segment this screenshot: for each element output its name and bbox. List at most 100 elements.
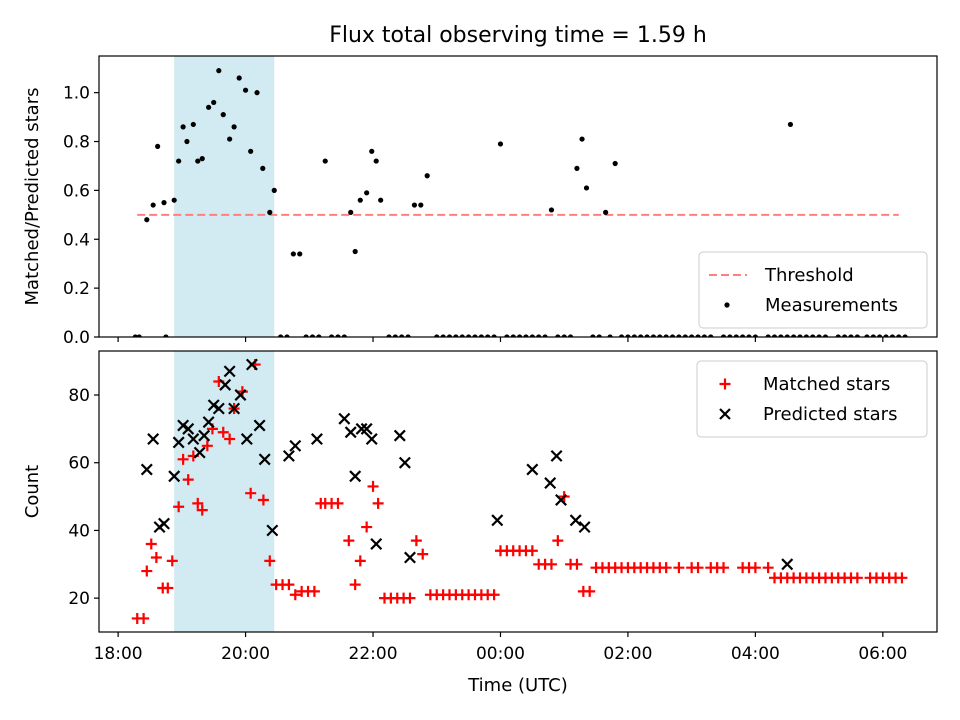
legend-matched-swatch xyxy=(719,378,731,390)
matched-star-point xyxy=(182,474,194,486)
predicted-star-point xyxy=(258,453,271,466)
measurement-point xyxy=(322,158,328,164)
matched-star-point xyxy=(545,558,557,570)
measurement-point xyxy=(669,334,676,337)
measurement-point xyxy=(523,334,529,337)
matched-star-point xyxy=(224,433,236,445)
measurement-point xyxy=(682,334,688,337)
measurement-point xyxy=(797,334,803,337)
measurement-point xyxy=(854,334,860,337)
measurement-point xyxy=(290,251,296,257)
predicted-star-point xyxy=(569,514,582,527)
predicted-star-point xyxy=(370,537,383,550)
matched-star-point xyxy=(526,545,538,557)
matched-star-point xyxy=(173,501,185,513)
measurement-point xyxy=(405,334,411,337)
measurement-point xyxy=(841,334,848,337)
measurement-point xyxy=(689,334,695,337)
predicted-star-point xyxy=(555,493,567,506)
measurement-point xyxy=(195,158,201,164)
measurement-point xyxy=(810,334,816,337)
predicted-star-point xyxy=(219,378,232,391)
predicted-star-point xyxy=(398,456,411,469)
measurement-point xyxy=(590,334,596,337)
measurement-point xyxy=(650,334,657,337)
measurement-point xyxy=(434,334,440,337)
measurement-point xyxy=(579,136,585,142)
measurement-point xyxy=(848,334,854,337)
matched-star-point xyxy=(196,504,208,516)
matched-star-point xyxy=(162,582,174,594)
measurement-point xyxy=(889,334,895,337)
predicted-star-point xyxy=(198,429,211,442)
measurement-point xyxy=(638,334,644,337)
measurement-point xyxy=(548,207,555,213)
predicted-star-point xyxy=(140,463,153,476)
predicted-star-point xyxy=(781,558,794,571)
matched-star-point xyxy=(571,558,583,570)
matched-star-point xyxy=(404,592,416,604)
axes-frame xyxy=(98,350,938,633)
measurement-point xyxy=(612,160,618,167)
measurement-point xyxy=(883,334,889,337)
measurement-point xyxy=(504,334,510,337)
measurement-point xyxy=(607,334,613,337)
legend-label: Matched stars xyxy=(763,374,890,395)
measurement-point xyxy=(231,124,237,130)
highlight-span xyxy=(174,351,275,632)
matched-star-point xyxy=(217,426,229,438)
measurement-point xyxy=(220,112,226,118)
predicted-star-point xyxy=(526,463,539,476)
matched-star-point xyxy=(150,552,162,564)
y-tick-label: 20 xyxy=(68,589,90,609)
matched-star-point xyxy=(417,548,429,560)
measurement-point xyxy=(555,334,561,337)
measurement-point xyxy=(278,334,284,337)
legend-box xyxy=(696,360,928,438)
measurement-point xyxy=(136,334,142,337)
matched-star-point xyxy=(141,565,153,577)
matched-star-point xyxy=(673,562,685,574)
axes-frame xyxy=(98,55,938,338)
matched-star-point xyxy=(851,572,863,584)
y-tick-label: 80 xyxy=(68,386,90,406)
predicted-star-point xyxy=(491,514,504,527)
y-tick-label: 40 xyxy=(68,521,90,541)
predicted-star-point xyxy=(172,436,185,449)
x-tick-label: 06:00 xyxy=(858,644,907,664)
predicted-star-point xyxy=(253,419,266,432)
measurement-point xyxy=(596,334,602,337)
measurement-point xyxy=(446,334,453,337)
predicted-star-point xyxy=(355,422,368,435)
legend: Threshold Measurements xyxy=(698,251,928,329)
measurement-point xyxy=(752,334,758,337)
predicted-star-point xyxy=(310,433,323,446)
matched-star-point xyxy=(166,555,178,567)
matched-star-point xyxy=(349,579,361,591)
measurement-point xyxy=(491,334,497,337)
highlight-span xyxy=(174,56,275,337)
measurement-point xyxy=(364,190,370,196)
y-tick-label: 0.6 xyxy=(63,181,90,201)
measurement-point xyxy=(206,104,212,110)
predicted-star-point xyxy=(578,521,591,534)
measurement-point xyxy=(676,334,682,337)
predicted-star-point xyxy=(202,416,215,429)
matched-star-point xyxy=(354,555,366,567)
measurement-point xyxy=(740,334,746,337)
matched-star-point xyxy=(289,589,301,601)
legend-predicted-swatch xyxy=(719,408,731,420)
predicted-star-point xyxy=(234,389,247,401)
measurement-point xyxy=(510,334,516,337)
x-tick-label: 02:00 xyxy=(603,644,652,664)
measurement-point xyxy=(329,334,335,337)
y-axis-label: Count xyxy=(22,465,43,518)
measurement-point xyxy=(625,334,631,337)
measurement-point xyxy=(309,334,316,337)
predicted-star-point xyxy=(223,365,236,378)
measurement-point xyxy=(297,251,303,257)
measurement-point xyxy=(822,334,829,337)
predicted-star-point xyxy=(544,477,557,490)
measurement-point xyxy=(316,334,322,337)
